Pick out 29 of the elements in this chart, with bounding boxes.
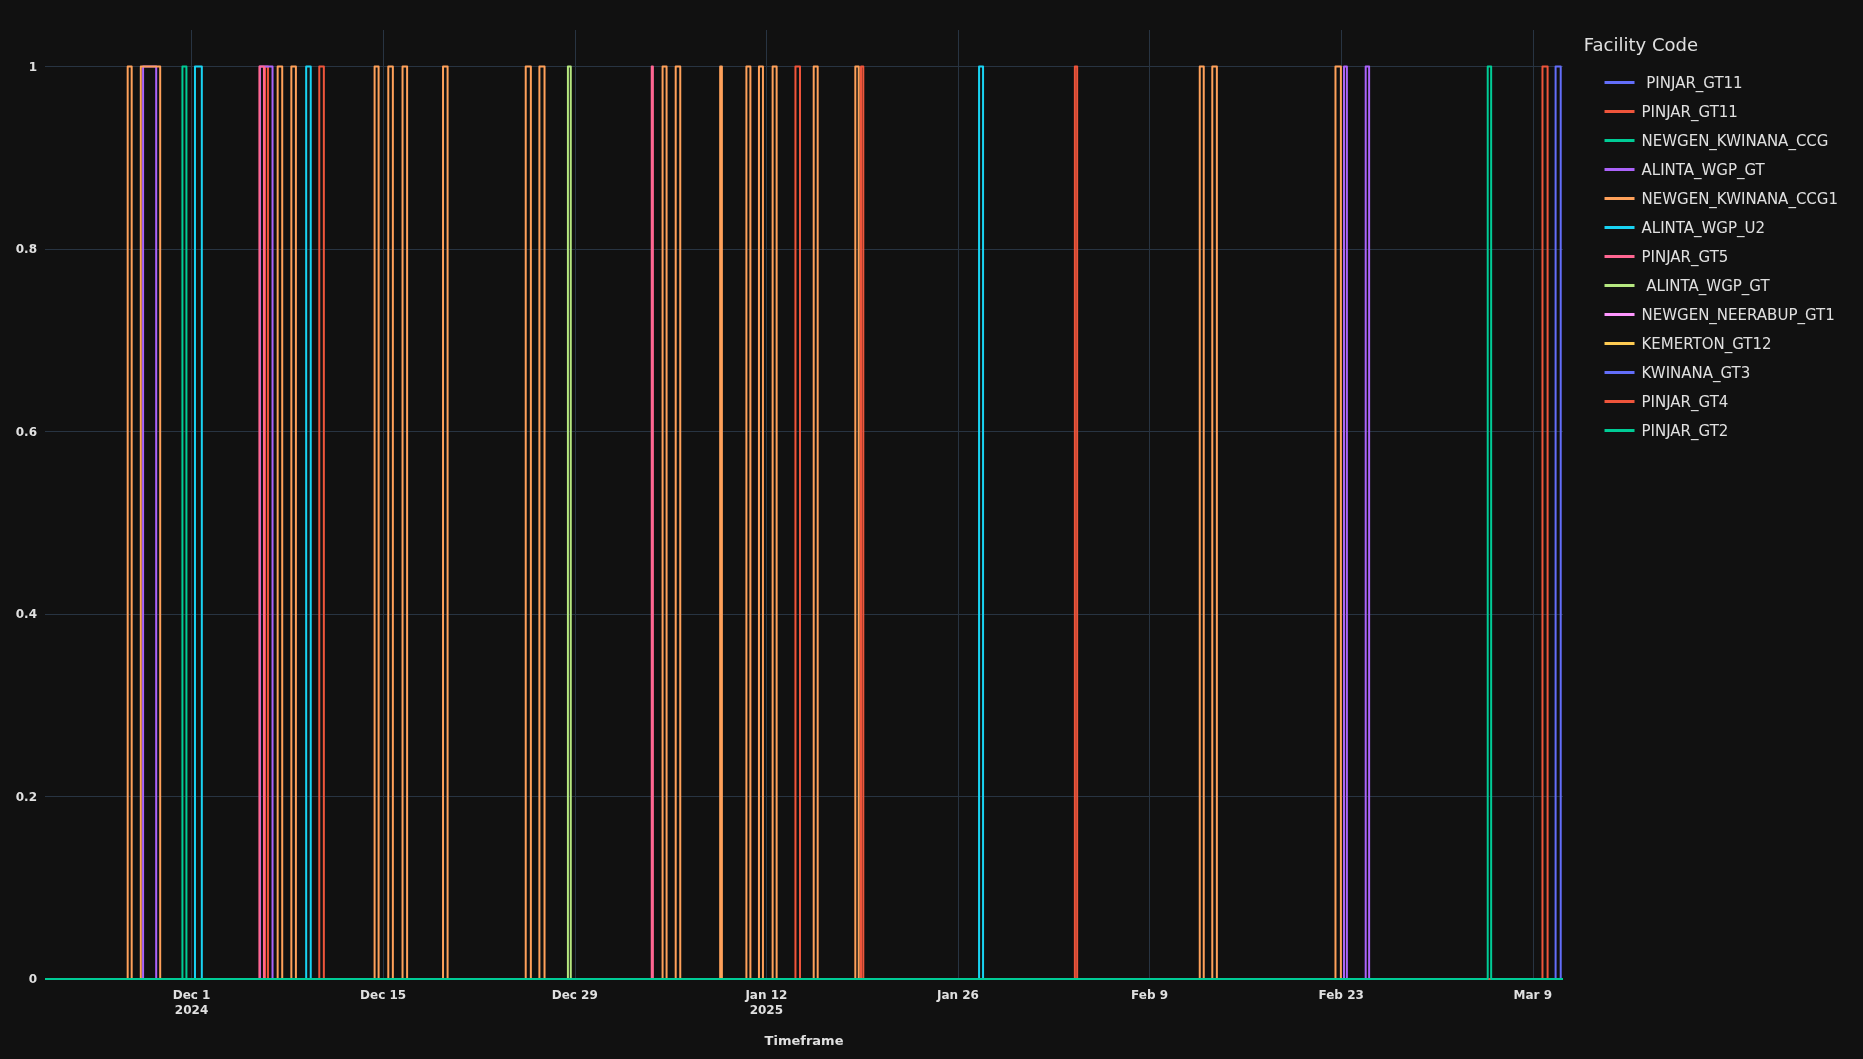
y-tick-label: 1	[28, 59, 37, 74]
x-tick-label: Dec 1 2024	[172, 987, 211, 1017]
x-axis-title: Timeframe	[764, 1033, 844, 1048]
legend-label: NEWGEN_NEERABUP_GT1	[1641, 305, 1835, 325]
legend-label: KWINANA_GT3	[1641, 363, 1751, 383]
legend-label: PINJAR_GT2	[1641, 421, 1729, 441]
x-tick-label: Jan 12 2025	[744, 987, 788, 1017]
x-tick-label: Feb 23	[1318, 987, 1364, 1002]
legend-label: ALINTA_WGP_GT	[1641, 160, 1766, 180]
legend-label: NEWGEN_KWINANA_CCG1	[1641, 189, 1839, 209]
x-tick-label: Dec 29	[551, 987, 598, 1002]
y-tick-label: 0	[28, 972, 37, 986]
legend-label: KEMERTON_GT12	[1641, 334, 1772, 354]
legend-label: ALINTA_WGP_U2	[1641, 218, 1766, 238]
legend-label: PINJAR_GT4	[1641, 392, 1729, 412]
y-tick-label: 0.4	[15, 607, 37, 621]
x-tick-label: Mar 9	[1513, 987, 1553, 1002]
legend-label: PINJAR_GT11	[1641, 102, 1738, 122]
x-tick-label: Jan 26	[935, 987, 979, 1002]
x-tick-label: Dec 15	[360, 987, 407, 1002]
legend-label: ALINTA_WGP_GT	[1641, 276, 1771, 296]
legend-label: PINJAR_GT5	[1641, 247, 1729, 267]
x-tick-label: Feb 9	[1131, 987, 1169, 1002]
y-tick-label: 0.2	[15, 789, 37, 804]
legend-title: Facility Code	[1583, 33, 1699, 55]
y-tick-label: 0.6	[15, 424, 37, 439]
y-tick-label: 0.8	[15, 242, 37, 256]
legend-label: NEWGEN_KWINANA_CCG	[1641, 131, 1829, 151]
legend-label: PINJAR_GT11	[1641, 73, 1743, 93]
